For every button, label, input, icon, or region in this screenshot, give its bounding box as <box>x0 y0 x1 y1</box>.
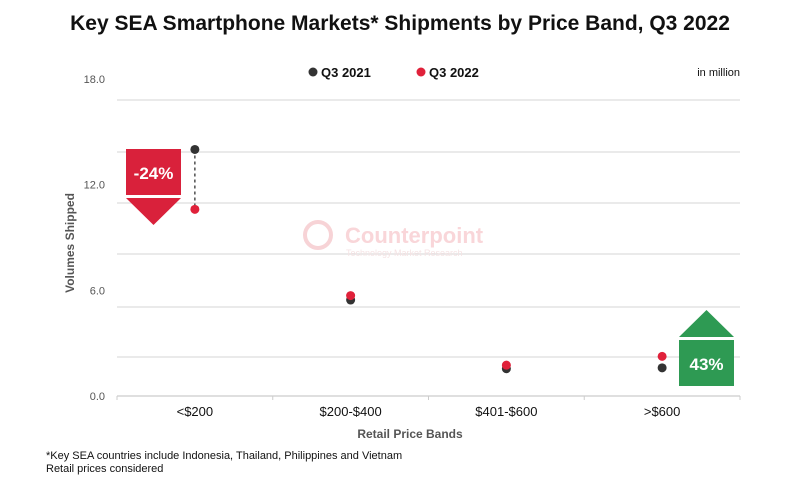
y-tick-label: 0.0 <box>90 391 105 403</box>
arrow-down-icon <box>126 198 181 225</box>
watermark-subtext: Technology Market Research <box>346 248 463 258</box>
arrow-up-icon <box>679 310 734 337</box>
legend-label: Q3 2022 <box>429 65 479 80</box>
data-point <box>190 144 200 154</box>
x-tick-label: >$600 <box>644 404 681 419</box>
y-tick-label: 18.0 <box>84 74 105 86</box>
growth-badge <box>679 340 734 386</box>
chart-title: Key SEA Smartphone Markets* Shipments by… <box>70 12 730 35</box>
x-tick-label: <$200 <box>177 404 214 419</box>
decline-badge <box>126 149 181 195</box>
footnote-prices: Retail prices considered <box>46 463 164 475</box>
data-point <box>190 204 200 214</box>
growth-label: 43% <box>689 355 723 374</box>
watermark-logo-icon <box>303 220 333 250</box>
legend-marker <box>416 67 426 77</box>
x-axis-label: Retail Price Bands <box>357 427 463 441</box>
x-tick-label: $401-$600 <box>475 404 537 419</box>
watermark-text: Counterpoint <box>345 223 484 248</box>
unit-note: in million <box>697 67 740 79</box>
data-point <box>657 363 667 373</box>
y-tick-label: 12.0 <box>84 180 105 192</box>
x-tick-label: $200-$400 <box>320 404 382 419</box>
footnote-countries: *Key SEA countries include Indonesia, Th… <box>46 450 403 462</box>
legend-label: Q3 2021 <box>321 65 371 80</box>
legend-marker <box>308 67 318 77</box>
y-tick-label: 6.0 <box>90 285 105 297</box>
decline-label: -24% <box>134 164 174 183</box>
data-point <box>346 291 356 301</box>
y-axis-label: Volumes Shipped <box>63 193 77 293</box>
data-point <box>657 351 667 361</box>
data-point <box>501 360 511 370</box>
